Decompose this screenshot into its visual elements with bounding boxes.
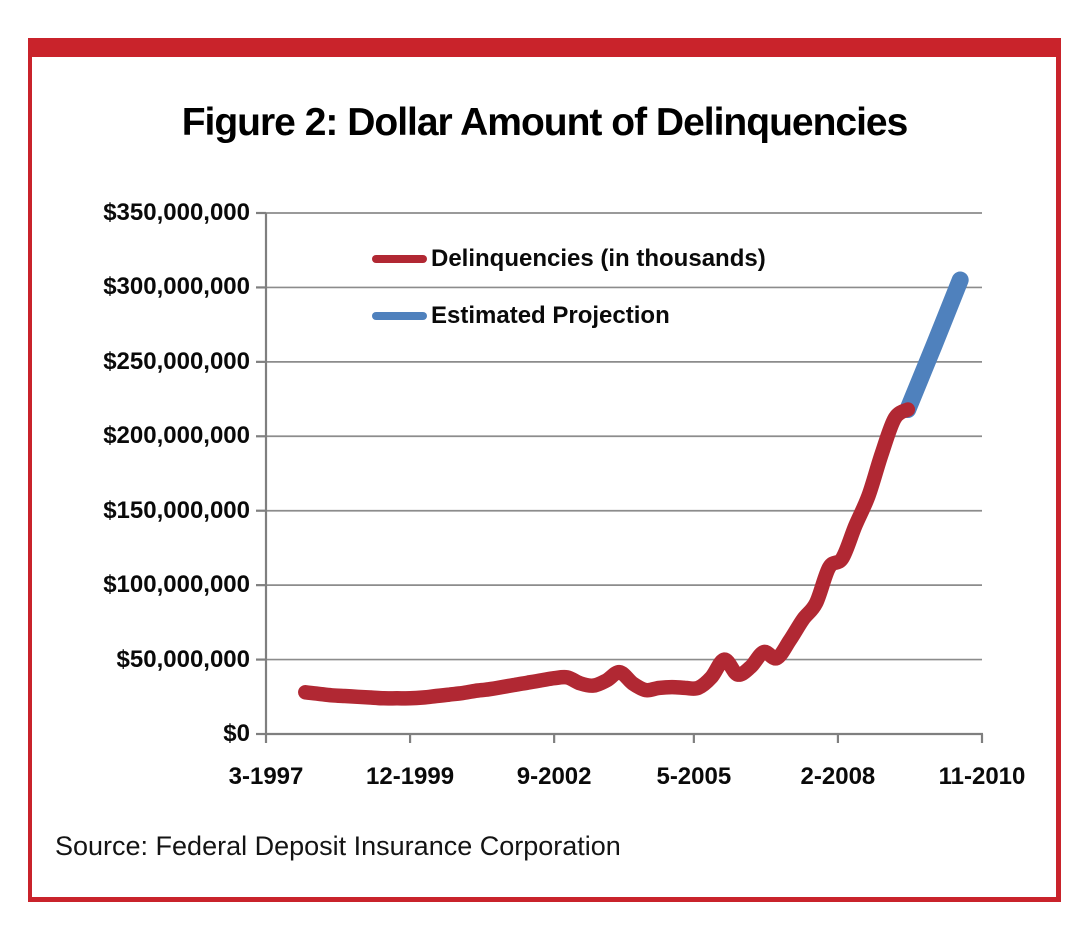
legend-label-delinquencies: Delinquencies (in thousands): [431, 245, 766, 272]
figure-title: Figure 2: Dollar Amount of Delinquencies: [181, 101, 909, 144]
x-tick-label: 2-2008: [800, 763, 876, 790]
figure-frame: [28, 38, 1061, 902]
y-tick-label: $200,000,000: [103, 422, 250, 450]
legend-label-projection: Estimated Projection: [431, 302, 670, 329]
y-tick-label: $150,000,000: [103, 496, 250, 524]
frame-top-bar: [28, 38, 1061, 57]
y-tick-label: $300,000,000: [103, 273, 250, 301]
x-tick-label: 12-1999: [366, 763, 455, 790]
x-tick-label: 5-2005: [656, 763, 732, 790]
y-tick-label: $0: [223, 720, 250, 747]
legend-item-projection: Estimated Projection: [372, 300, 670, 332]
y-tick-label: $50,000,000: [116, 645, 250, 673]
series-line-projection: [899, 271, 969, 418]
y-tick-label: $350,000,000: [103, 199, 250, 226]
legend-swatch-projection: [372, 312, 427, 320]
legend-item-delinquencies: Delinquencies (in thousands): [372, 243, 766, 275]
y-tick-label: $100,000,000: [103, 571, 250, 599]
source-note: Source: Federal Deposit Insurance Corpor…: [55, 831, 621, 861]
x-tick-label: 3-1997: [228, 763, 304, 790]
x-tick-label: 11-2010: [938, 763, 1026, 790]
y-tick-label: $250,000,000: [103, 347, 250, 375]
x-tick-label: 9-2002: [516, 763, 592, 790]
series-line-delinquencies: [298, 402, 916, 706]
legend-swatch-delinquencies: [372, 255, 427, 263]
